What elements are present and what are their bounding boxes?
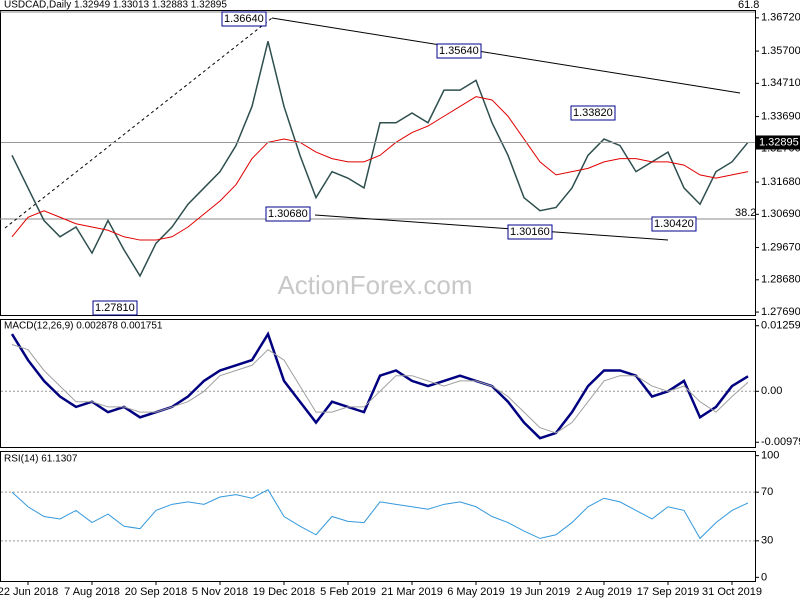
current-price-label: 1.32895 [759,136,799,148]
y-tick-label: 1.31680 [761,176,800,188]
y-tick-label: 1.30690 [761,208,800,220]
annotation: 1.30420 [654,218,694,230]
annotation-box [651,216,697,232]
series-line [11,489,749,540]
y-tick-label: 70 [761,486,773,498]
trend-line [271,17,741,94]
annotation: 1.33820 [573,107,613,119]
y-tick-label: 1.28680 [761,274,800,286]
x-tick-label: 5 Feb 2019 [320,586,376,598]
series-line [11,343,749,434]
annotation: 38.2 [735,207,756,219]
watermark: ActionForex.com [277,270,472,300]
x-tick-label: 21 Mar 2019 [381,586,443,598]
series-line [11,41,749,278]
y-tick-label: 1.27690 [761,306,800,318]
price-panel [0,10,756,316]
annotation-box [436,43,482,59]
annotation-box [570,105,616,121]
y-tick-label: 1.36720 [761,12,800,24]
trend-line [314,214,669,241]
annotation: 1.30160 [510,226,550,238]
annotation: 1.36640 [224,13,264,25]
x-tick-label: 17 Sep 2019 [637,586,699,598]
x-tick-label: 20 Sep 2018 [125,586,187,598]
y-tick-label: 1.33690 [761,110,800,122]
macd-panel [0,319,756,448]
y-tick-label: 1.29670 [761,241,800,253]
x-tick-label: 2 Aug 2019 [576,586,632,598]
x-tick-label: 31 Oct 2019 [702,586,762,598]
y-tick-label: 100 [761,450,779,462]
x-tick-label: 19 Jun 2019 [510,586,571,598]
x-tick-label: 6 May 2019 [447,586,504,598]
x-tick-label: 7 Aug 2018 [64,586,120,598]
annotation: 1.35640 [439,45,479,57]
annotation-box [221,11,267,27]
annotation-box [265,206,311,222]
y-tick-label: 1.35700 [761,45,800,57]
macd-title: MACD(12,26,9) 0.002878 0.001751 [4,321,163,332]
annotation-box [507,224,553,240]
y-tick-label: 0.012599 [761,320,800,332]
annotation: 1.27810 [95,302,135,314]
annotation-box [92,300,138,316]
trend-line [4,17,273,229]
y-tick-label: -0.00979 [761,436,800,448]
y-tick-label: 1.34710 [761,77,800,89]
y-tick-label: 0.00 [761,385,782,397]
annotation: 61.8 [738,0,759,11]
x-tick-label: 5 Nov 2018 [192,586,248,598]
y-tick-label: 0 [761,571,767,583]
rsi-panel [0,451,756,582]
current-price-tag [756,135,800,150]
series-line [11,96,749,241]
x-tick-label: 22 Jun 2018 [0,586,58,598]
annotation: 1.30680 [268,208,308,220]
chart-title: USDCAD,Daily 1.32949 1.33013 1.32883 1.3… [4,0,227,11]
rsi-title: RSI(14) 61.1307 [4,454,78,465]
y-tick-label: 30 [761,535,773,547]
x-tick-label: 19 Dec 2018 [253,586,315,598]
series-line [10,331,749,440]
